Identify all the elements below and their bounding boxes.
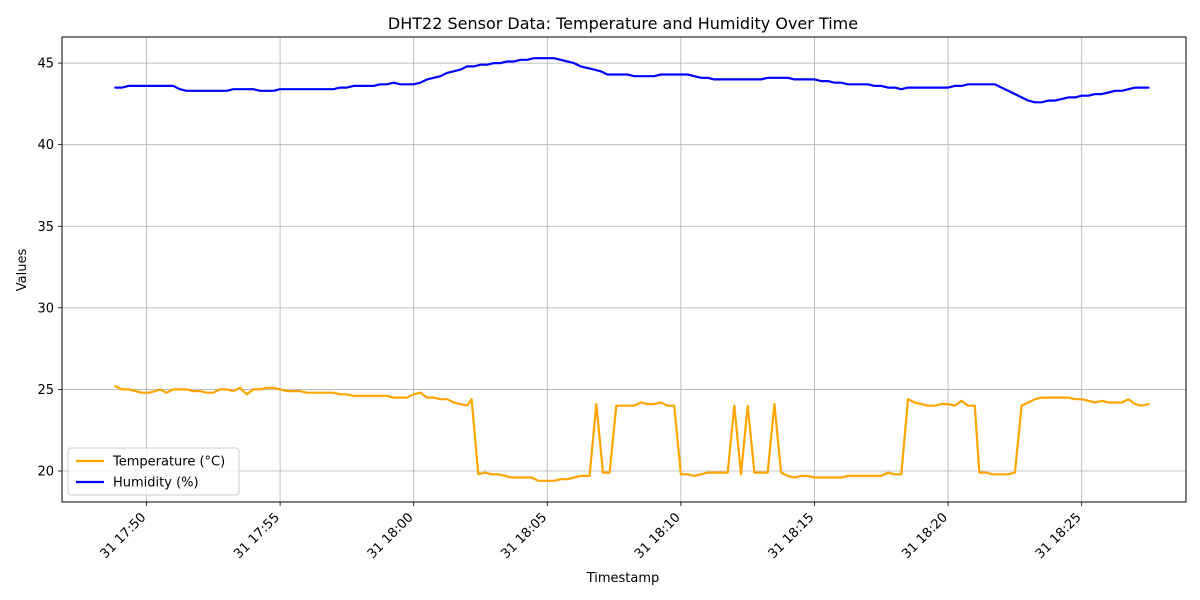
chart-title: DHT22 Sensor Data: Temperature and Humid…	[388, 14, 858, 33]
legend: Temperature (°C) Humidity (%)	[67, 447, 240, 496]
y-tick-label: 30	[37, 301, 54, 316]
legend-label: Humidity (%)	[113, 476, 199, 491]
y-axis-label: Values	[15, 249, 30, 292]
y-tick-label: 25	[37, 383, 54, 398]
y-tick-label: 20	[37, 465, 54, 480]
series-line-temperature	[114, 385, 1150, 482]
y-tick-label: 40	[37, 138, 54, 153]
legend-box	[67, 447, 240, 496]
x-axis-label: Timestamp	[586, 571, 660, 586]
y-tick-label: 35	[37, 220, 54, 235]
grid-lines	[62, 37, 1186, 502]
y-axis-ticks: 20 25 30 35 40 45	[37, 57, 62, 480]
legend-label: Temperature (°C)	[112, 455, 225, 470]
plot-frame	[61, 36, 1187, 503]
series-line-humidity	[114, 57, 1150, 104]
y-tick-label: 45	[37, 57, 54, 72]
series-lines	[114, 57, 1150, 482]
